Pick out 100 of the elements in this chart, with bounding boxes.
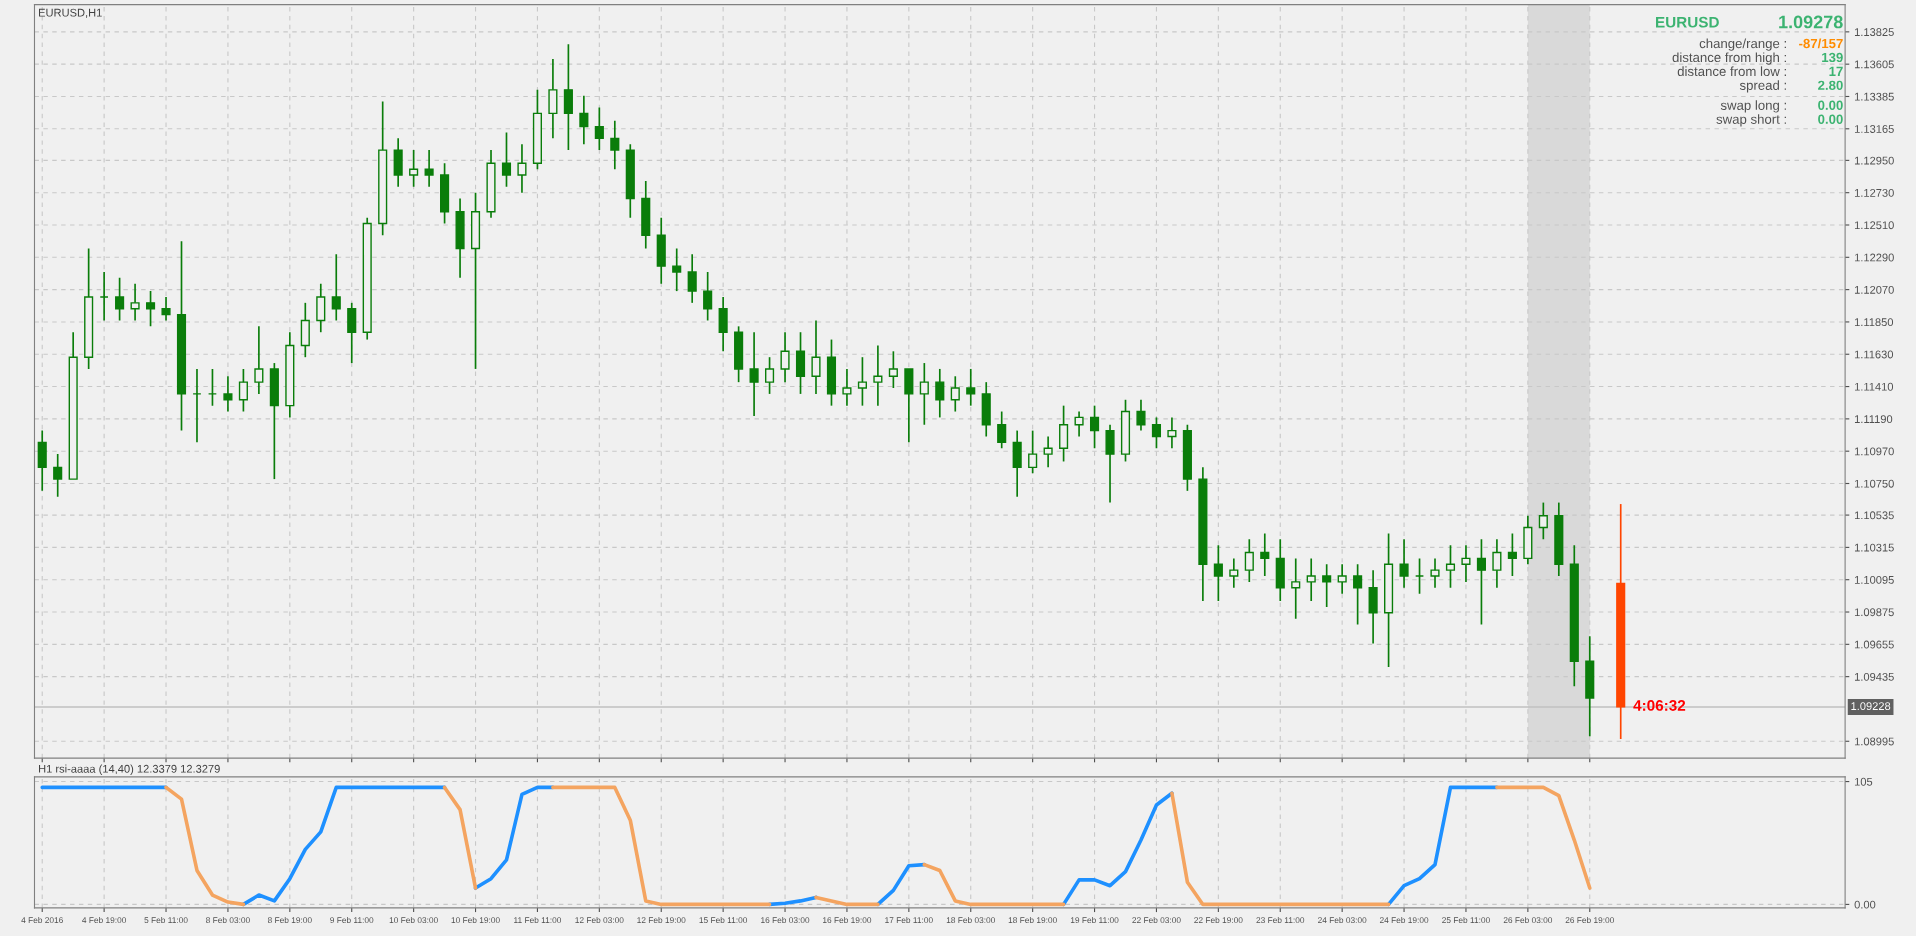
candlestick xyxy=(130,282,140,322)
candlestick xyxy=(1043,435,1053,469)
y-tick-label: 105 xyxy=(1854,777,1873,786)
x-tick-label: 12 Feb 19:00 xyxy=(637,916,686,924)
x-tick-label: 25 Feb 11:00 xyxy=(1442,916,1490,924)
candlestick xyxy=(347,302,357,364)
y-tick-label: 1.09875 xyxy=(1854,608,1894,617)
annotation: 0.00 xyxy=(1818,100,1843,110)
y-tick-label: 1.10750 xyxy=(1854,479,1894,488)
candlestick xyxy=(888,350,898,389)
y-tick-label: 1.12510 xyxy=(1854,221,1894,230)
y-tick-label: 1.08995 xyxy=(1854,737,1894,746)
x-tick-label: 19 Feb 11:00 xyxy=(1070,916,1119,924)
candlestick xyxy=(780,331,790,383)
y-tick-label: 1.10970 xyxy=(1854,447,1894,456)
annotation: swap long : xyxy=(1720,100,1786,113)
x-tick-label: 24 Feb 19:00 xyxy=(1379,916,1429,924)
x-tick-label: 22 Feb 03:00 xyxy=(1132,916,1181,924)
x-tick-label: 16 Feb 19:00 xyxy=(823,916,872,924)
annotation: 1.09278 xyxy=(1779,15,1843,29)
x-tick-label: 11 Feb 11:00 xyxy=(514,916,562,924)
annotation: 0.00 xyxy=(1818,114,1843,124)
candlestick xyxy=(919,362,929,426)
candlestick xyxy=(811,319,821,395)
y-tick-label: 1.13825 xyxy=(1854,28,1894,36)
candlestick xyxy=(1167,416,1177,450)
candlestick xyxy=(161,296,171,322)
x-tick-label: 23 Feb 11:00 xyxy=(1256,916,1305,924)
annotation: distance from low : xyxy=(1677,66,1786,77)
x-tick-label: 26 Feb 19:00 xyxy=(1565,916,1614,924)
annotation: 17 xyxy=(1829,66,1843,76)
x-tick-label: 15 Feb 11:00 xyxy=(699,916,748,924)
candlestick xyxy=(703,271,713,322)
candlestick xyxy=(765,356,775,395)
x-tick-label: 18 Feb 03:00 xyxy=(946,916,995,924)
candlestick xyxy=(1028,429,1038,475)
y-tick-label: 1.12730 xyxy=(1854,188,1894,197)
chart-title: EURUSD,H1 xyxy=(39,8,102,18)
candlestick xyxy=(1089,404,1100,450)
candlestick xyxy=(610,119,620,171)
x-tick-label: 9 Feb 11:00 xyxy=(330,916,374,924)
x-tick-label: 8 Feb 19:00 xyxy=(267,916,312,924)
candlestick xyxy=(1151,416,1162,450)
candlestick xyxy=(579,94,589,146)
candlestick xyxy=(53,453,63,498)
x-tick-label: 4 Feb 2016 xyxy=(21,916,63,924)
candlestick xyxy=(1507,532,1517,577)
candlestick xyxy=(1213,544,1223,602)
candlestick xyxy=(1244,538,1254,583)
candlestick xyxy=(1538,501,1548,541)
annotation: change/range : xyxy=(1699,38,1786,51)
candlestick xyxy=(548,58,558,140)
candlestick xyxy=(1399,538,1409,589)
y-tick-label: 1.10095 xyxy=(1854,575,1894,584)
candlestick xyxy=(1476,538,1487,626)
y-tick-label: 1.11630 xyxy=(1854,350,1894,359)
candlestick xyxy=(1229,557,1239,589)
candlestick xyxy=(857,356,867,407)
candlestick xyxy=(409,149,419,188)
candlestick xyxy=(873,344,883,407)
candlestick xyxy=(238,368,248,413)
candlestick xyxy=(749,331,759,417)
candlestick xyxy=(115,277,125,322)
candlestick xyxy=(1322,563,1332,608)
candlestick xyxy=(718,296,728,353)
candlestick xyxy=(331,253,341,322)
annotation: EURUSD xyxy=(1656,16,1719,28)
candlestick xyxy=(1291,557,1301,620)
candlestick xyxy=(1105,423,1115,504)
candlestick xyxy=(935,368,945,419)
candlestick xyxy=(1430,557,1440,589)
annotation: -87/157 xyxy=(1799,38,1843,49)
candlestick xyxy=(842,368,852,407)
y-tick-label: 1.10535 xyxy=(1854,511,1894,520)
annotation: 2.80 xyxy=(1818,80,1843,90)
y-tick-label: 1.12070 xyxy=(1854,285,1894,294)
candlestick xyxy=(1353,563,1363,626)
annotation: spread : xyxy=(1739,80,1786,93)
x-tick-label: 5 Feb 11:00 xyxy=(144,916,188,924)
candlestick xyxy=(501,131,512,188)
ref-line-label: 1.09228 xyxy=(1851,702,1891,711)
annotation: distance from high : xyxy=(1672,52,1786,65)
x-tick-label: 22 Feb 19:00 xyxy=(1194,916,1243,924)
candlestick xyxy=(672,247,682,292)
x-tick-label: 26 Feb 03:00 xyxy=(1503,916,1553,924)
candlestick xyxy=(316,282,326,334)
annotation: 139 xyxy=(1822,52,1843,63)
y-tick-label: 1.12290 xyxy=(1854,253,1894,262)
candlestick xyxy=(1445,544,1456,589)
x-tick-label: 12 Feb 03:00 xyxy=(575,916,624,924)
y-tick-label: 1.10315 xyxy=(1854,543,1894,552)
annotation: 4:06:32 xyxy=(1633,700,1686,711)
y-tick-label: 0.00 xyxy=(1854,900,1876,909)
x-tick-label: 10 Feb 19:00 xyxy=(451,916,500,924)
candlestick xyxy=(223,375,233,413)
candlestick xyxy=(1059,404,1069,463)
y-tick-label: 1.13605 xyxy=(1854,60,1894,69)
candlestick xyxy=(1337,563,1347,595)
y-tick-label: 1.11410 xyxy=(1854,382,1894,391)
x-tick-label: 16 Feb 03:00 xyxy=(761,916,810,924)
